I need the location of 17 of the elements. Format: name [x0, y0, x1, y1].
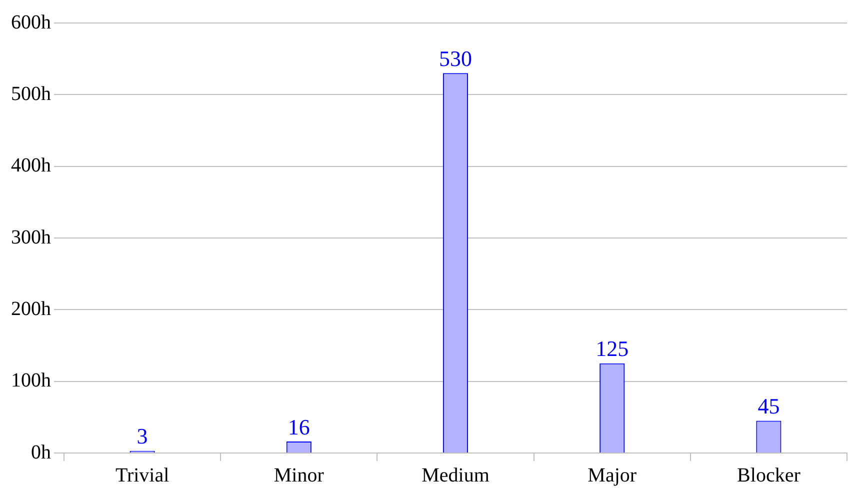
- y-tick-label: 0h: [31, 441, 51, 464]
- x-tick-label: Trivial: [115, 464, 170, 486]
- x-tick-label: Medium: [422, 464, 490, 486]
- x-tick-label: Major: [588, 464, 637, 486]
- y-tick-label: 300h: [11, 226, 51, 248]
- y-tick-label: 400h: [11, 154, 51, 177]
- data-label: 530: [439, 46, 472, 71]
- y-tick-label: 600h: [11, 11, 51, 34]
- data-label: 3: [136, 424, 148, 449]
- data-label: 16: [288, 414, 310, 440]
- x-tick-label: Minor: [274, 464, 324, 486]
- data-label: 125: [596, 336, 629, 362]
- y-tick-label: 500h: [11, 82, 51, 105]
- y-tick-label: 200h: [11, 298, 51, 320]
- y-tick-label: 100h: [11, 370, 51, 392]
- x-tick-label: Blocker: [737, 464, 801, 486]
- data-label: 45: [758, 394, 780, 419]
